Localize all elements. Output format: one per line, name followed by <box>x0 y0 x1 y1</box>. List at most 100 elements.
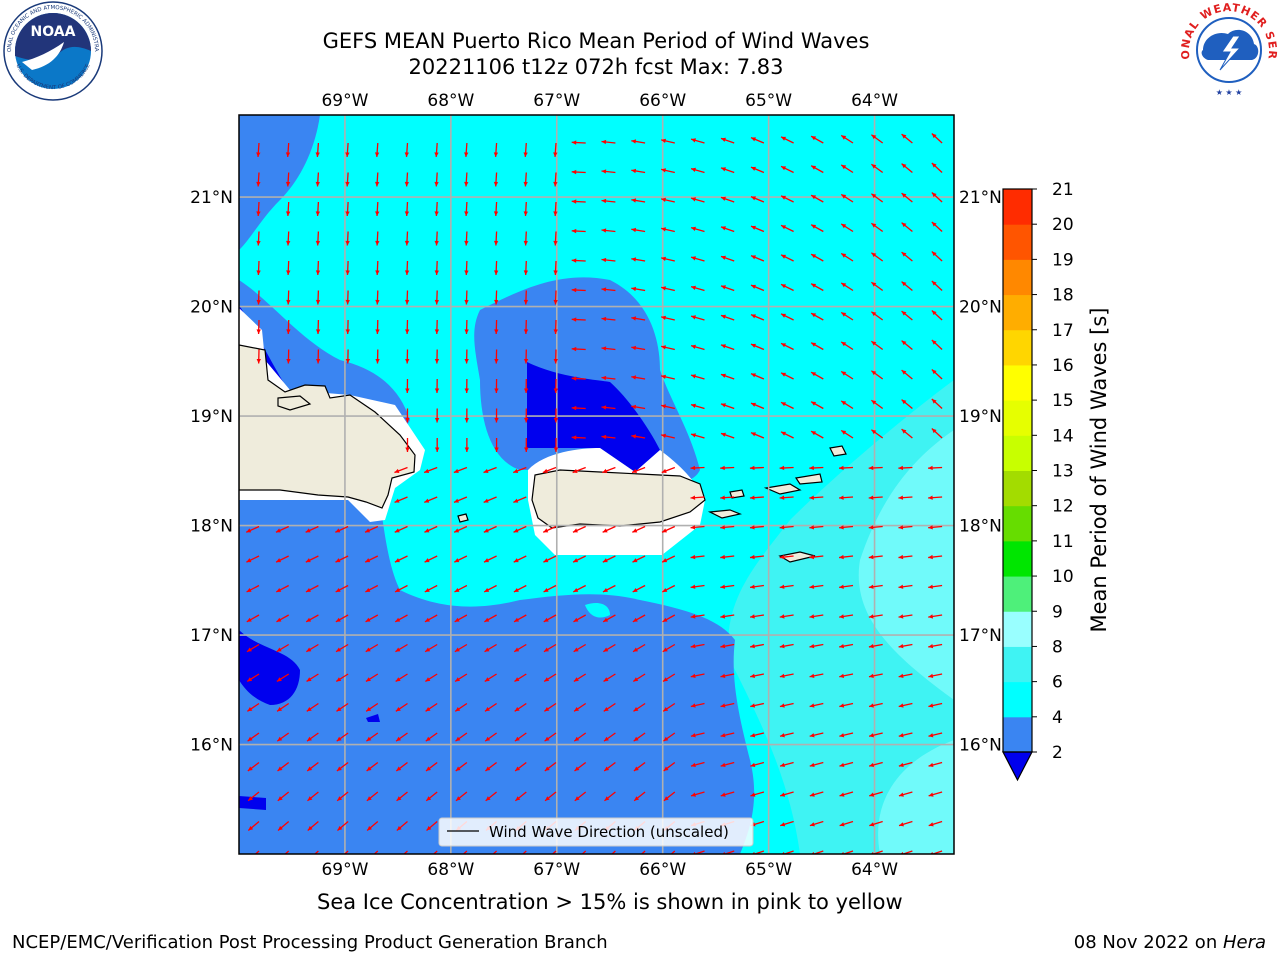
wave-arrow <box>602 466 616 474</box>
wave-arrow <box>631 434 646 439</box>
wave-arrow <box>553 290 558 305</box>
wave-arrow <box>425 761 438 772</box>
wave-arrow <box>749 614 764 619</box>
wave-arrow <box>277 761 290 772</box>
wave-arrow <box>395 643 408 653</box>
wave-arrow <box>931 251 943 262</box>
wave-arrow <box>551 850 557 854</box>
colorbar-tick-label: 20 <box>1052 215 1074 235</box>
wave-arrow <box>434 201 439 217</box>
axis-ticks: 69°W 69°W 68°W 68°W 67°W 67°W 66°W 66°W 65°W 65°W… <box>190 91 1002 880</box>
wave-arrow <box>335 673 349 683</box>
wave-arrow <box>601 405 616 410</box>
wave-arrow <box>839 614 854 619</box>
wave-arrow <box>375 260 380 276</box>
wave-arrow <box>544 702 557 712</box>
wave-arrow <box>840 370 854 380</box>
wave-arrow <box>602 614 616 623</box>
wave-arrow <box>840 429 854 439</box>
wave-arrow <box>749 554 764 560</box>
wave-arrow <box>840 134 854 144</box>
wave-arrow <box>931 162 943 173</box>
wave-arrow <box>544 791 557 802</box>
wave-field-blue-nw <box>239 115 320 250</box>
wave-arrow <box>690 643 705 649</box>
wave-arrow <box>315 260 321 276</box>
noaa-logo: NOAA NATIONAL OCEANIC AND ATMOSPHERIC AD… <box>2 0 103 101</box>
wave-arrow <box>663 761 676 772</box>
wave-arrow <box>780 401 794 410</box>
footer-date: 08 Nov 2022 on Hera <box>1074 932 1266 953</box>
colorbar-tick-label: 16 <box>1052 356 1074 376</box>
wave-arrow <box>931 339 943 350</box>
wave-arrow <box>931 192 943 203</box>
wave-arrow <box>494 437 499 453</box>
wave-arrow <box>335 584 349 593</box>
colorbar-segment <box>1003 224 1032 260</box>
wave-arrow <box>455 791 468 802</box>
wave-arrow <box>661 256 675 262</box>
wave-arrow <box>315 319 321 335</box>
wave-arrow <box>928 643 943 649</box>
wave-arrow <box>661 466 676 474</box>
colorbar-tick-label: 21 <box>1052 180 1074 200</box>
wave-arrow <box>434 142 439 158</box>
wave-arrow <box>631 375 646 380</box>
wave-arrow <box>603 732 616 742</box>
wave-arrow <box>572 525 586 533</box>
wave-arrow <box>455 761 468 772</box>
wave-arrow <box>404 231 410 246</box>
wave-arrow <box>779 761 794 768</box>
colorbar-segment <box>1003 364 1032 401</box>
wave-arrow <box>720 373 735 380</box>
wave-arrow <box>720 702 735 708</box>
wave-arrow <box>780 372 794 380</box>
lon-tick-bottom: 65°W <box>745 860 792 880</box>
wave-arrow <box>661 345 675 351</box>
land-tortuga <box>277 395 312 411</box>
wave-arrow <box>543 584 557 593</box>
wave-arrow <box>494 378 499 394</box>
wave-arrow <box>315 142 320 158</box>
wave-arrow <box>345 231 350 246</box>
wave-arrow <box>720 403 735 410</box>
wave-arrow <box>247 761 260 772</box>
wave-arrow <box>928 525 943 530</box>
wave-arrow <box>602 525 616 533</box>
wave-arrow <box>544 732 557 742</box>
wave-arrow <box>690 167 705 174</box>
wave-arrow <box>247 791 260 802</box>
wave-arrow <box>305 584 319 593</box>
wave-arrow <box>424 643 438 653</box>
wave-arrow <box>632 525 646 533</box>
wave-arrow <box>720 167 735 174</box>
wave-arrow <box>542 466 557 474</box>
wave-arrow <box>343 850 349 854</box>
wave-arrow <box>434 378 440 394</box>
noaa-wordmark: NOAA <box>31 24 76 40</box>
land-anegada <box>829 445 847 457</box>
wave-arrow <box>492 850 498 854</box>
wave-arrow <box>640 850 646 854</box>
wave-arrow <box>868 554 883 560</box>
wave-arrow <box>485 761 497 772</box>
wave-arrow <box>246 584 260 593</box>
lon-tick-top: 68°W <box>427 91 474 111</box>
wave-arrow <box>404 172 410 187</box>
wave-arrow <box>690 495 705 500</box>
wave-arrow <box>425 673 438 683</box>
wave-arrow <box>931 133 943 144</box>
wave-arrow <box>394 496 408 503</box>
wave-arrow <box>396 821 408 832</box>
wave-arrow <box>779 791 794 797</box>
wave-arrow <box>780 342 794 351</box>
wave-field-dark-sw-edge <box>239 796 266 810</box>
wave-arrow <box>749 465 764 471</box>
wave-arrow <box>750 402 765 410</box>
wave-arrow <box>809 702 824 708</box>
wave-arrow <box>690 374 705 380</box>
wave-arrow <box>901 192 913 203</box>
wave-arrow <box>403 850 408 854</box>
wave-arrow <box>425 791 438 802</box>
